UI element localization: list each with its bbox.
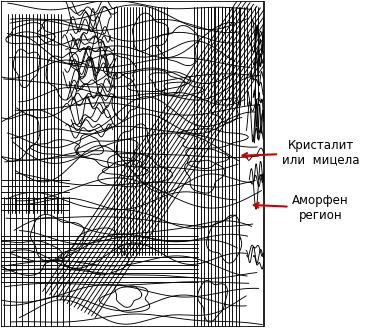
Text: Аморфен
регион: Аморфен регион [254, 194, 349, 222]
Bar [1, 1, 264, 327]
Text: Кристалит
или  мицела: Кристалит или мицела [242, 138, 359, 167]
